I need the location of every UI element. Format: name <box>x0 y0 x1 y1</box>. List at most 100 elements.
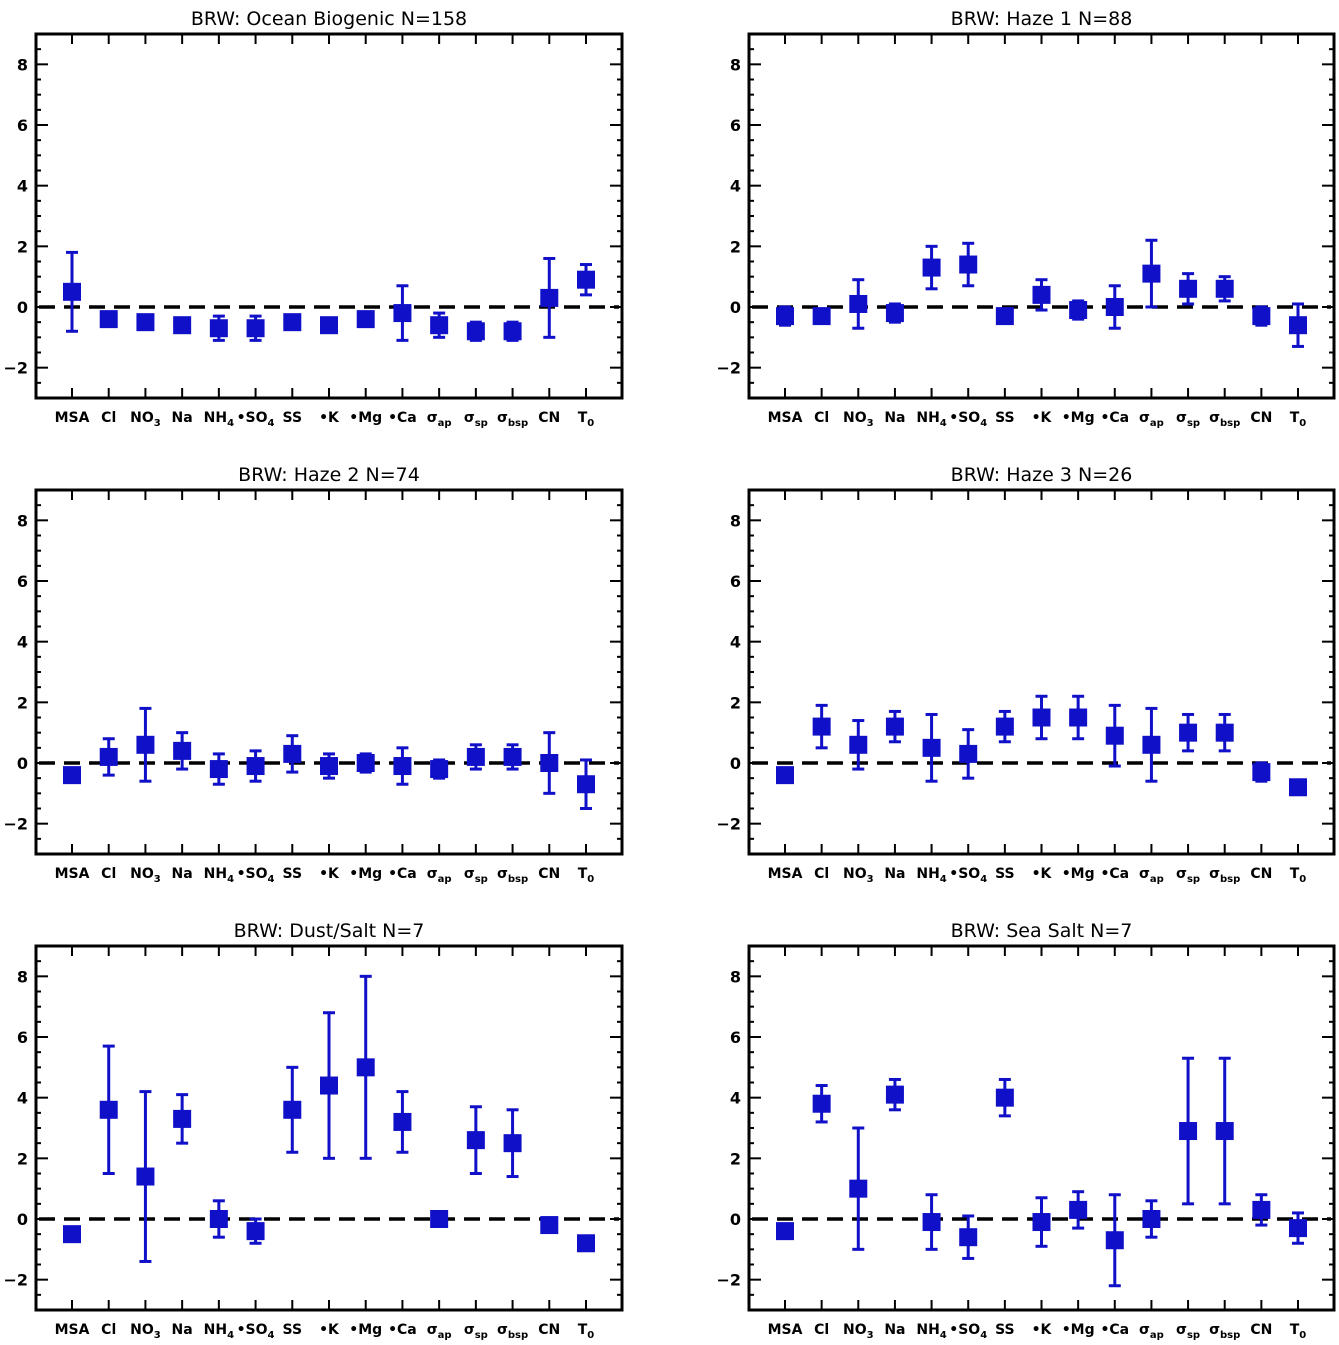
x-tick-label: •SO4 <box>949 1322 987 1341</box>
x-tick-label: •Mg <box>1062 866 1095 882</box>
y-tick-label: 0 <box>730 1210 741 1229</box>
x-tick-label: σsp <box>464 866 488 885</box>
data-point <box>1142 1210 1161 1228</box>
data-point <box>849 1179 868 1198</box>
x-tick-label: SS <box>995 410 1015 426</box>
y-tick-label: 8 <box>730 967 741 986</box>
x-tick-label: •SO4 <box>949 410 987 429</box>
x-tick-label: MSA <box>768 410 803 426</box>
data-point <box>209 1210 228 1228</box>
data-point <box>577 775 595 794</box>
x-tick-label: σsp <box>1176 410 1200 429</box>
plot-frame <box>34 32 624 400</box>
x-tick-label: NO3 <box>130 1322 161 1341</box>
y-tick-label: 8 <box>730 55 741 74</box>
x-tick-label: NO3 <box>843 410 874 429</box>
x-tick-label: NH4 <box>204 1322 234 1341</box>
data-point <box>1032 708 1051 727</box>
data-point <box>430 316 449 335</box>
plot-frame <box>34 488 624 856</box>
x-tick-label: σsp <box>1176 1322 1200 1341</box>
x-tick-label: σbsp <box>497 410 528 429</box>
y-tick-label: 6 <box>17 1028 28 1047</box>
plot-frame <box>747 32 1336 400</box>
x-tick-label: •K <box>319 1322 340 1338</box>
y-tick-label: 6 <box>730 116 741 135</box>
x-tick-label: •SO4 <box>237 1322 275 1341</box>
data-point <box>356 754 375 772</box>
data-point <box>1105 298 1124 316</box>
chart-panel-1: BRW: Ocean Biogenic N=158 −2 0 2 4 6 8 MSA Cl NO3… <box>3 8 624 429</box>
x-tick-label: MSA <box>55 1322 90 1338</box>
y-tick-label: 0 <box>730 754 741 773</box>
data-point <box>99 1100 118 1119</box>
chart-title: BRW: Haze 1 N=88 <box>951 8 1133 30</box>
data-point <box>283 313 302 332</box>
x-tick-label: T0 <box>1290 410 1307 429</box>
y-tick-label: 2 <box>730 237 741 256</box>
x-tick-label: •K <box>1032 866 1053 882</box>
data-point <box>812 307 831 326</box>
data-point <box>776 307 794 326</box>
data-point <box>1179 279 1198 298</box>
data-point <box>63 766 81 785</box>
data-point <box>1105 726 1124 745</box>
x-tick-label: •Mg <box>349 1322 382 1338</box>
x-tick-label: SS <box>283 866 303 882</box>
x-tick-label: NH4 <box>204 866 234 885</box>
data-point <box>1069 708 1088 727</box>
data-point <box>63 1225 81 1244</box>
data-point <box>283 1100 302 1119</box>
x-tick-label: •Mg <box>1062 1322 1095 1338</box>
data-point <box>1142 264 1161 283</box>
x-tick-label: Na <box>884 410 905 426</box>
x-tick-label: •Mg <box>349 410 382 426</box>
x-tick-label: σsp <box>1176 866 1200 885</box>
data-point <box>320 316 338 335</box>
data-point <box>885 1085 904 1104</box>
x-tick-label: Cl <box>814 1322 829 1338</box>
data-point <box>99 747 118 766</box>
data-point <box>320 757 338 776</box>
x-tick-label: σsp <box>464 410 488 429</box>
plot-frame <box>747 488 1336 856</box>
x-tick-label: T0 <box>578 1322 595 1341</box>
data-point <box>1289 1219 1307 1238</box>
x-tick-label: MSA <box>768 1322 803 1338</box>
data-point <box>246 319 265 338</box>
data-point <box>466 747 485 766</box>
data-point <box>540 754 559 772</box>
x-tick-label: NH4 <box>916 1322 946 1341</box>
data-point <box>503 322 522 341</box>
data-point <box>849 735 868 754</box>
data-point <box>136 735 155 754</box>
data-point <box>136 1167 155 1186</box>
data-point <box>356 1058 375 1077</box>
y-tick-label: 4 <box>730 177 741 196</box>
x-tick-label: NH4 <box>204 410 234 429</box>
data-point <box>922 258 941 277</box>
data-point <box>1289 778 1307 797</box>
x-tick-label: NH4 <box>916 410 946 429</box>
data-point <box>540 288 559 307</box>
chart-panel-5: BRW: Dust/Salt N=7 −2 0 2 4 6 8 MSA Cl NO3 Na NH4 •S… <box>3 920 624 1341</box>
data-point <box>885 717 904 736</box>
data-point <box>812 1094 831 1113</box>
chart-panel-4: BRW: Haze 3 N=26 −2 0 2 4 6 8 MSA Cl NO3 Na NH4 •SO4… <box>716 464 1336 885</box>
y-tick-label: 0 <box>17 298 28 317</box>
data-point <box>63 282 81 301</box>
data-point <box>356 310 375 329</box>
x-tick-label: CN <box>538 410 560 426</box>
x-tick-label: •SO4 <box>237 410 275 429</box>
data-point <box>1252 763 1271 782</box>
x-tick-label: NO3 <box>843 866 874 885</box>
x-tick-label: Na <box>172 1322 193 1338</box>
chart-title: BRW: Dust/Salt N=7 <box>234 920 425 942</box>
data-point <box>995 307 1014 326</box>
x-tick-label: σap <box>427 866 452 885</box>
x-tick-label: CN <box>1250 866 1272 882</box>
y-tick-label: 2 <box>730 693 741 712</box>
x-tick-label: •Ca <box>388 1322 417 1338</box>
